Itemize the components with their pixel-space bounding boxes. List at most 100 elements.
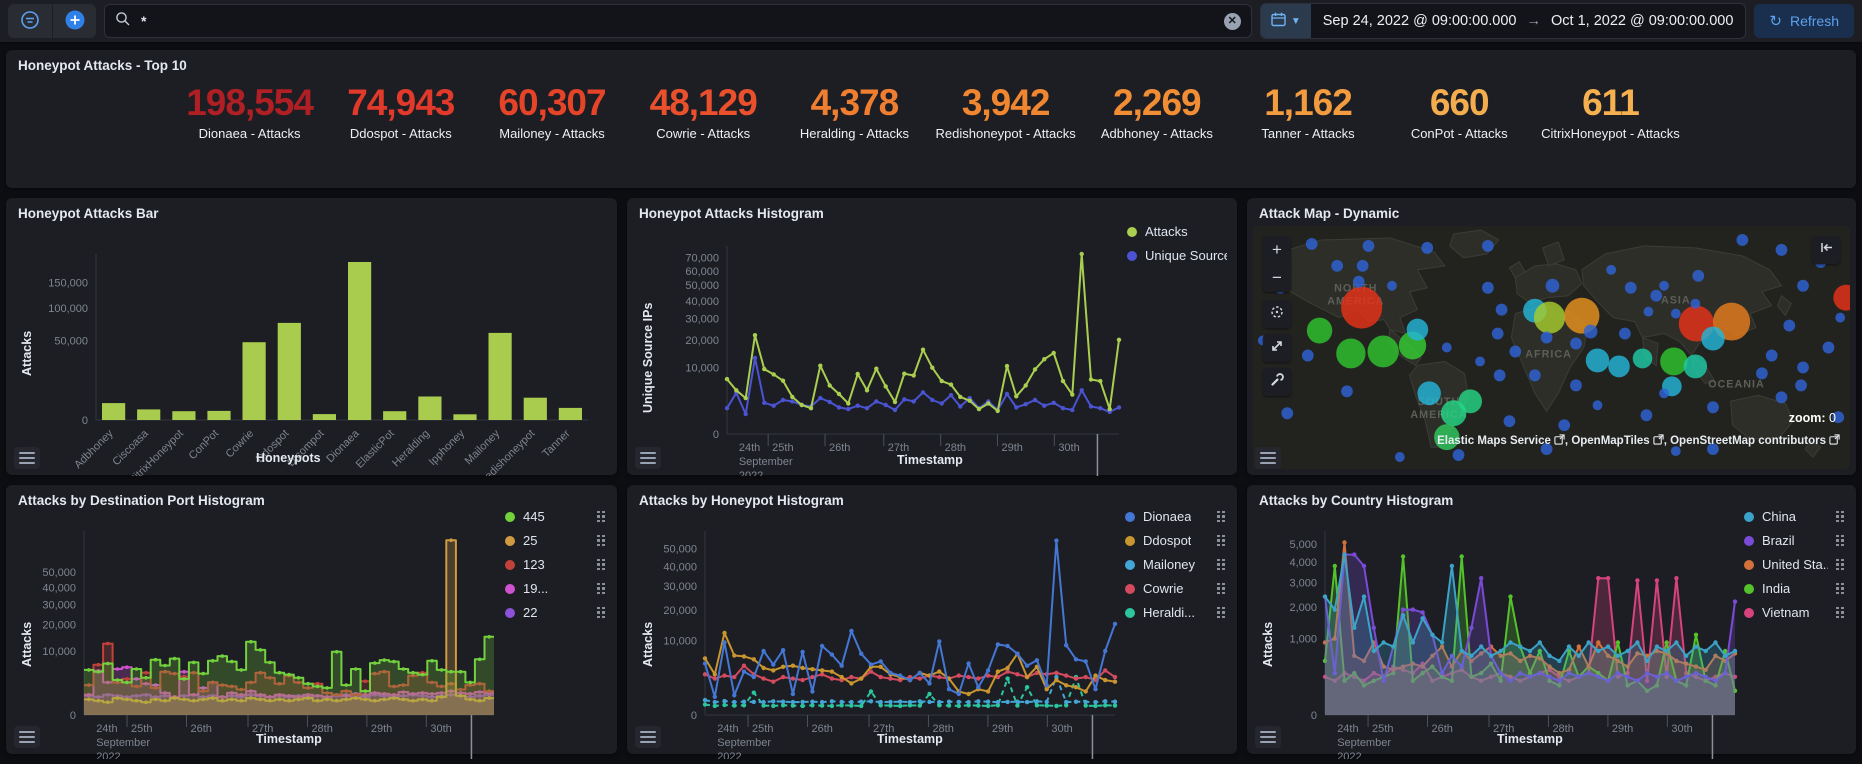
attack-bubble[interactable] [1670, 308, 1681, 319]
legend-item[interactable]: Unique Source ... [1127, 248, 1227, 263]
legend-item[interactable]: China [1744, 509, 1844, 524]
legend-options-icon[interactable] [597, 534, 605, 547]
legend-item[interactable]: India [1744, 581, 1844, 596]
attack-bubble[interactable] [1712, 302, 1751, 341]
attack-bubble[interactable] [1783, 319, 1796, 332]
attack-bubble[interactable] [1434, 424, 1460, 451]
attack-bubble[interactable] [1736, 233, 1749, 246]
legend-options-icon[interactable] [1836, 558, 1844, 571]
attack-bubble[interactable] [1707, 401, 1719, 414]
attack-bubble[interactable] [1491, 327, 1504, 340]
attack-bubble[interactable] [1707, 443, 1719, 456]
panel-menu-button[interactable] [14, 447, 40, 469]
attack-bubble[interactable] [1701, 326, 1725, 351]
attack-bubble[interactable] [1832, 411, 1845, 424]
attack-bubble[interactable] [1795, 379, 1807, 392]
attack-bubble[interactable] [1690, 298, 1701, 309]
legend-options-icon[interactable] [1836, 510, 1844, 523]
map-zoom-out-button[interactable]: − [1263, 264, 1291, 292]
map-attribution-link[interactable]: OpenMapTiles [1571, 434, 1664, 447]
attack-bubble[interactable] [1643, 306, 1654, 317]
legend-options-icon[interactable] [597, 558, 605, 571]
panel-menu-button[interactable] [635, 726, 661, 748]
attack-bubble[interactable] [1835, 312, 1846, 323]
clear-search-button[interactable]: ✕ [1223, 12, 1241, 30]
attack-bubble[interactable] [1659, 280, 1669, 291]
attack-bubble[interactable] [1670, 446, 1681, 457]
map-tools-button[interactable] [1263, 368, 1291, 396]
legend-options-icon[interactable] [1836, 606, 1844, 619]
attack-bubble[interactable] [1540, 443, 1553, 456]
attack-bubble[interactable] [1624, 281, 1637, 294]
map-zoom-in-button[interactable]: + [1263, 236, 1291, 264]
attack-bubble[interactable] [1660, 347, 1688, 376]
legend-item[interactable]: Heraldi... [1125, 605, 1225, 620]
legend-options-icon[interactable] [597, 606, 605, 619]
attack-bubble[interactable] [1765, 349, 1778, 362]
attack-bubble[interactable] [1570, 337, 1582, 350]
attack-bubble[interactable] [1441, 342, 1452, 353]
attack-bubble[interactable] [1493, 369, 1506, 382]
panel-menu-button[interactable] [1255, 447, 1281, 469]
map-attribution-link[interactable]: Elastic Maps Service [1437, 434, 1565, 447]
filter-menu-button[interactable] [8, 4, 52, 38]
legend-item[interactable]: Cowrie [1125, 581, 1225, 596]
legend-item[interactable]: 19... [505, 581, 605, 596]
legend-item[interactable]: Brazil [1744, 533, 1844, 548]
attack-bubble[interactable] [1331, 259, 1344, 272]
legend-options-icon[interactable] [1217, 534, 1225, 547]
attack-bubble[interactable] [1833, 284, 1850, 311]
attack-bubble[interactable] [1545, 278, 1560, 293]
attack-bubble[interactable] [1540, 331, 1553, 344]
attack-bubble[interactable] [1533, 301, 1566, 334]
attack-bubble[interactable] [1650, 289, 1663, 302]
legend-options-icon[interactable] [1836, 534, 1844, 547]
attack-bubble[interactable] [1417, 381, 1441, 406]
attack-bubble[interactable] [1558, 419, 1571, 432]
attack-bubble[interactable] [1495, 303, 1508, 316]
legend-item[interactable]: Mailoney [1125, 557, 1225, 572]
legend-item[interactable]: Vietnam [1744, 605, 1844, 620]
calendar-button[interactable]: ▼ [1260, 4, 1311, 38]
attack-bubble[interactable] [1608, 355, 1630, 378]
attack-bubble[interactable] [1503, 415, 1516, 428]
attack-bubble[interactable] [1775, 391, 1788, 404]
attack-bubble[interactable] [1336, 338, 1366, 369]
attack-bubble[interactable] [1509, 345, 1522, 358]
legend-options-icon[interactable] [1217, 510, 1225, 523]
attack-bubble[interactable] [1482, 281, 1494, 294]
panel-menu-button[interactable] [1255, 726, 1281, 748]
attack-bubble[interactable] [1585, 348, 1610, 373]
legend-item[interactable]: 445 [505, 509, 605, 524]
attack-bubble[interactable] [1619, 327, 1631, 340]
attack-bubble[interactable] [1592, 400, 1603, 411]
attack-bubble[interactable] [1341, 385, 1353, 398]
attack-bubble[interactable] [1362, 239, 1375, 252]
attack-bubble[interactable] [1797, 279, 1809, 292]
legend-item[interactable]: 22 [505, 605, 605, 620]
attack-bubble[interactable] [1458, 389, 1483, 414]
attack-bubble[interactable] [1452, 449, 1465, 462]
map-legend-collapse-button[interactable] [1812, 236, 1840, 264]
attack-bubble[interactable] [1341, 286, 1383, 329]
attack-bubble[interactable] [1367, 335, 1399, 368]
attack-bubble[interactable] [1301, 349, 1314, 362]
attack-bubble[interactable] [1659, 388, 1669, 399]
world-map[interactable]: NORTHAMERICASOUTHAMERICAAFRICAASIAOCEANI… [1253, 226, 1850, 469]
legend-options-icon[interactable] [1217, 606, 1225, 619]
map-expand-button[interactable] [1263, 334, 1291, 362]
attack-bubble[interactable] [1606, 264, 1617, 275]
attack-bubble[interactable] [1640, 409, 1653, 422]
legend-item[interactable]: 25 [505, 533, 605, 548]
attack-bubble[interactable] [1387, 280, 1397, 291]
legend-item[interactable]: Ddospot [1125, 533, 1225, 548]
attack-bubble[interactable] [1352, 275, 1365, 288]
attack-bubble[interactable] [1570, 379, 1582, 392]
search-query[interactable]: * [141, 13, 147, 29]
attack-bubble[interactable] [1683, 354, 1708, 379]
legend-options-icon[interactable] [1217, 558, 1225, 571]
legend-options-icon[interactable] [597, 510, 605, 523]
attack-bubble[interactable] [1482, 239, 1494, 252]
legend-item[interactable]: 123 [505, 557, 605, 572]
attack-bubble[interactable] [1564, 297, 1600, 334]
